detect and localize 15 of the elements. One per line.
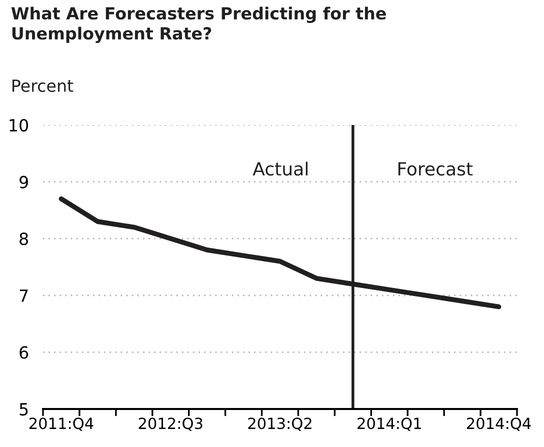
x-tick-label: 2014:Q4 [467,418,531,431]
annotation: Actual [252,162,308,176]
y-tick-label: 5 [20,403,28,416]
y-tick-label: 10 [10,118,28,132]
x-tick-label: 2014:Q1 [358,418,421,431]
x-tick-label: 2013:Q2 [248,418,312,431]
annotation: Forecast [398,162,473,176]
y-tick-label: 7 [20,290,28,302]
y-tick-label: 9 [20,176,28,188]
chart-title: What Are Forecasters Predicting for the Unemployment Rate? [11,6,386,44]
x-tick-label: 2011:Q4 [29,418,94,431]
x-tick-label: 2012:Q3 [138,418,202,431]
y-tick-label: 8 [20,232,28,246]
y-axis-title: Percent [12,80,74,92]
y-tick-label: 6 [20,346,28,359]
